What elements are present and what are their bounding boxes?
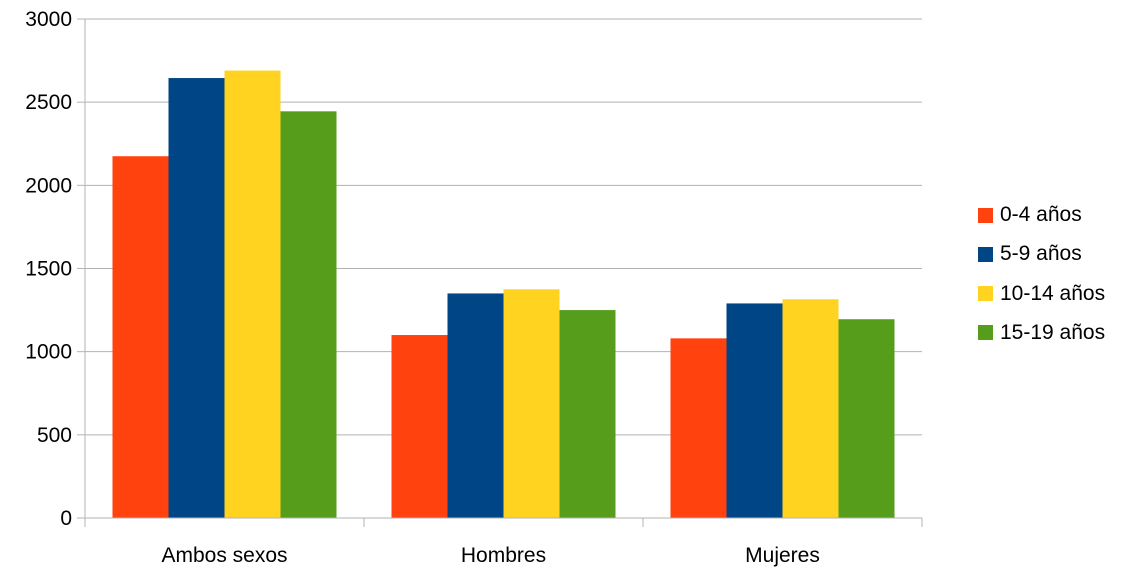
bar: [168, 78, 225, 518]
bar: [391, 335, 448, 518]
x-tick-label: Mujeres: [745, 544, 820, 567]
legend-label: 0-4 años: [1000, 203, 1082, 226]
axes: [77, 18, 923, 527]
legend: 0-4 años 5-9 años 10-14 años 15-19 años: [978, 202, 1105, 359]
bar: [503, 289, 560, 518]
legend-swatch: [978, 286, 993, 302]
x-tick-labels: Ambos sexos Hombres Mujeres: [161, 544, 819, 567]
bar: [224, 70, 281, 519]
bar: [280, 111, 337, 518]
legend-swatch: [978, 207, 993, 223]
y-tick-label: 2000: [25, 174, 72, 197]
x-tick-label: Hombres: [461, 544, 546, 567]
y-tick-label: 1000: [25, 341, 72, 364]
bar: [112, 156, 169, 518]
y-tick-label: 2500: [25, 91, 72, 114]
y-tick-label: 3000: [25, 8, 72, 31]
legend-label: 5-9 años: [1000, 242, 1082, 266]
y-tick-label: 1500: [25, 258, 72, 281]
y-tick-labels: 0 500 1000 1500 2000 2500 3000: [25, 8, 72, 530]
bar: [726, 303, 783, 518]
y-tick-label: 0: [60, 507, 72, 530]
bar: [559, 310, 616, 518]
bars: [112, 70, 895, 519]
bar: [838, 319, 895, 518]
legend-item: 0-4 años: [978, 202, 1105, 228]
y-tick-label: 500: [37, 424, 72, 447]
legend-item: 15-19 años: [978, 320, 1105, 346]
legend-item: 5-9 años: [978, 241, 1105, 267]
legend-swatch: [978, 246, 993, 262]
bar: [670, 338, 727, 518]
bar: [447, 293, 504, 518]
bar: [782, 299, 839, 518]
legend-item: 10-14 años: [978, 281, 1105, 307]
legend-label: 15-19 años: [1000, 320, 1106, 344]
x-tick-label: Ambos sexos: [161, 544, 287, 567]
legend-swatch: [978, 325, 993, 341]
legend-label: 10-14 años: [1000, 281, 1106, 305]
